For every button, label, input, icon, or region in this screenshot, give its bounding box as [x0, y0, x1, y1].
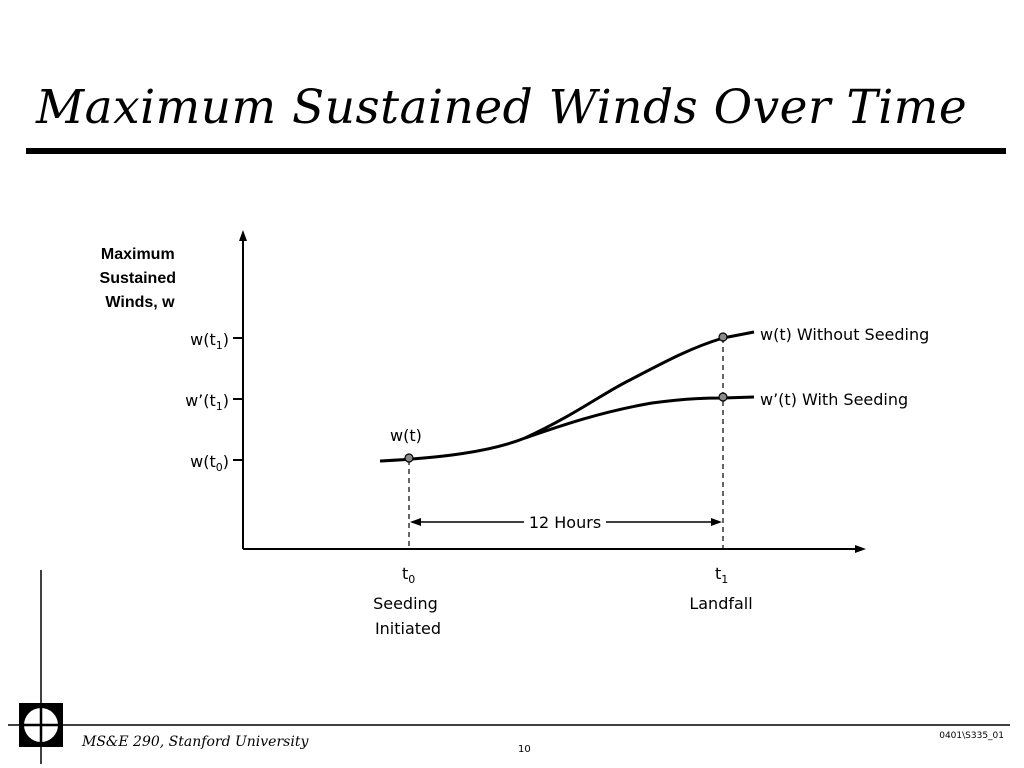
document-code: 0401\S335_01 [939, 731, 1004, 741]
y-tick-label-wprime-t1: w’(t1) [185, 391, 229, 413]
label-with-seeding: w’(t) With Seeding [760, 390, 908, 409]
label-without-seeding: w(t) Without Seeding [760, 325, 929, 344]
x-axis-arrow [855, 545, 866, 553]
label-w-t-start: w(t) [390, 426, 422, 445]
point-wprime-t1 [718, 392, 728, 402]
curve-without-seeding [379, 330, 755, 463]
curve-with-seeding [524, 395, 755, 440]
title-underline [26, 148, 1006, 154]
y-tick-label-w-t0: w(t0) [190, 452, 229, 474]
x-tick-label-t1: t1 [715, 564, 728, 586]
point-w-t0 [404, 453, 414, 463]
interval-label: 12 Hours [529, 513, 601, 532]
y-tick-label-w-t1: w(t1) [190, 330, 229, 352]
slide-title: Maximum Sustained Winds Over Time [36, 80, 968, 135]
page-number: 10 [518, 744, 531, 755]
x-tick-caption-t1: Landfall [689, 594, 752, 613]
x-tick-caption-t0: Seeding Initiated [373, 594, 443, 638]
interval-arrow-left [410, 518, 421, 526]
x-tick-label-t0: t0 [402, 564, 415, 586]
y-axis-title: Maximum Sustained Winds, w [100, 246, 181, 311]
point-w-t1 [718, 332, 728, 342]
footer-course: MS&E 290, Stanford University [82, 734, 309, 750]
logo-icon [19, 703, 63, 747]
y-axis-arrow [239, 230, 247, 241]
interval-arrow-right [711, 518, 722, 526]
